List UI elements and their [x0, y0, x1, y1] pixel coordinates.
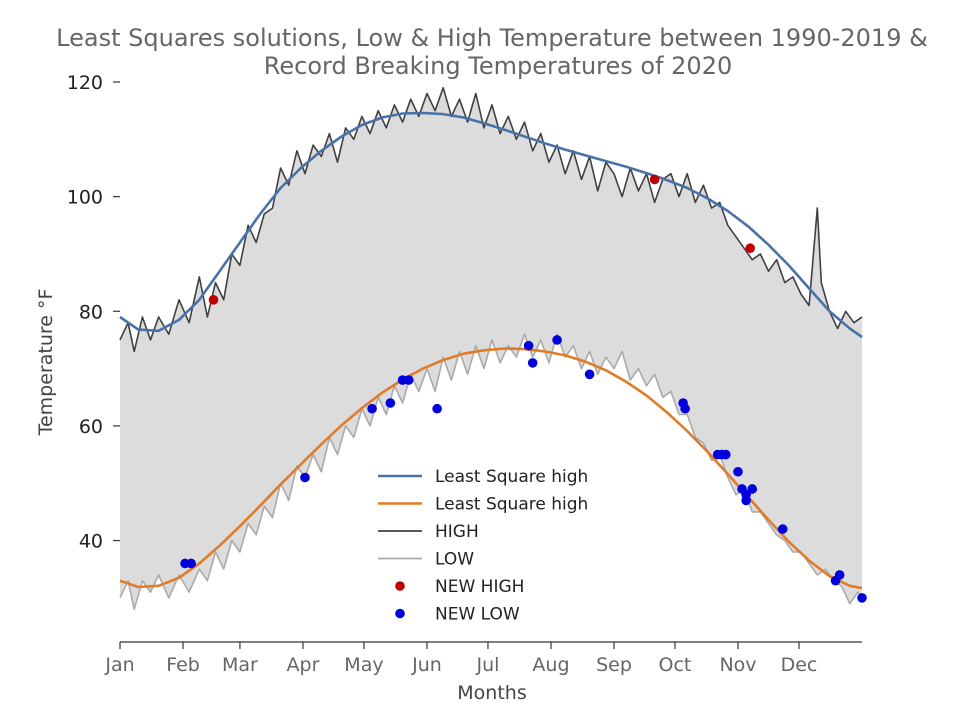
- legend-label-least-square-high-0: Least Square high: [435, 467, 588, 487]
- point-new-low-4: [385, 398, 396, 408]
- point-new-high-2: [745, 243, 755, 254]
- point-new-low-24: [834, 570, 845, 580]
- point-new-low-21: [747, 484, 758, 494]
- point-new-low-16: [720, 449, 731, 460]
- point-new-low-13: [680, 403, 690, 414]
- point-new-low-7: [432, 403, 442, 414]
- series-line-0: [119, 111, 863, 339]
- x-tick-label-dec: Dec: [781, 654, 818, 676]
- point-new-low-3: [367, 403, 377, 414]
- x-tick-label-jul: Jul: [475, 654, 499, 676]
- y-axis: 40 60 80 100 120: [67, 72, 120, 553]
- legend-label-high-2: HIGH: [435, 522, 479, 542]
- point-new-low-22: [777, 524, 788, 534]
- legend-label-least-square-high-1: Least Square high: [435, 495, 588, 515]
- legend-label-low-3: LOW: [435, 550, 474, 570]
- point-new-low-2: [300, 472, 310, 483]
- legend-label-new-high-4: NEW HIGH: [435, 577, 524, 597]
- x-tick-label-mar: Mar: [222, 654, 258, 676]
- x-tick-label-apr: Apr: [287, 654, 320, 676]
- point-new-low-9: [527, 358, 538, 368]
- point-new-low-25: [857, 593, 867, 603]
- legend-marker-new-low-5: [395, 608, 405, 619]
- plot-area: [119, 86, 867, 611]
- y-axis-label: Temperature °F: [35, 289, 57, 437]
- series-points: [180, 174, 867, 603]
- chart-title: Least Squares solutions, Low & High Temp…: [56, 24, 928, 52]
- y-tick-label-120: 120: [67, 72, 103, 94]
- x-tick-label-sep: Sep: [596, 654, 632, 676]
- legend: Least Square high Least Square high HIGH LO…: [378, 467, 588, 625]
- x-tick-label-jan: Jan: [104, 654, 134, 676]
- x-tick-label-oct: Oct: [659, 654, 692, 676]
- point-new-high-1: [649, 174, 660, 185]
- x-tick-label-may: May: [344, 654, 383, 676]
- y-tick-label-80: 80: [79, 301, 103, 323]
- x-tick-label-jun: Jun: [411, 654, 442, 676]
- x-tick-label-nov: Nov: [719, 654, 756, 676]
- chart-title-line2: Record Breaking Temperatures of 2020: [264, 52, 732, 80]
- point-new-low-10: [552, 335, 562, 345]
- x-axis-label: Months: [457, 682, 526, 704]
- legend-marker-new-high-4: [395, 581, 405, 591]
- x-tick-label-feb: Feb: [166, 654, 200, 676]
- point-new-high-0: [208, 295, 219, 305]
- legend-label-new-low-5: NEW LOW: [435, 605, 520, 625]
- point-new-low-1: [186, 558, 196, 569]
- point-new-low-11: [584, 369, 595, 380]
- fill-between-area: [120, 87, 862, 610]
- point-new-low-17: [733, 466, 743, 477]
- point-new-low-20: [741, 495, 751, 506]
- x-axis: Jan Feb Mar Apr May Jun Jul Aug Sep Oct Nov Dec: [104, 641, 862, 676]
- point-new-low-8: [523, 340, 534, 351]
- y-tick-label-40: 40: [79, 531, 103, 553]
- y-tick-label-60: 60: [79, 416, 103, 438]
- x-tick-label-aug: Aug: [532, 654, 569, 676]
- point-new-low-6: [403, 375, 414, 385]
- y-tick-label-100: 100: [67, 187, 103, 209]
